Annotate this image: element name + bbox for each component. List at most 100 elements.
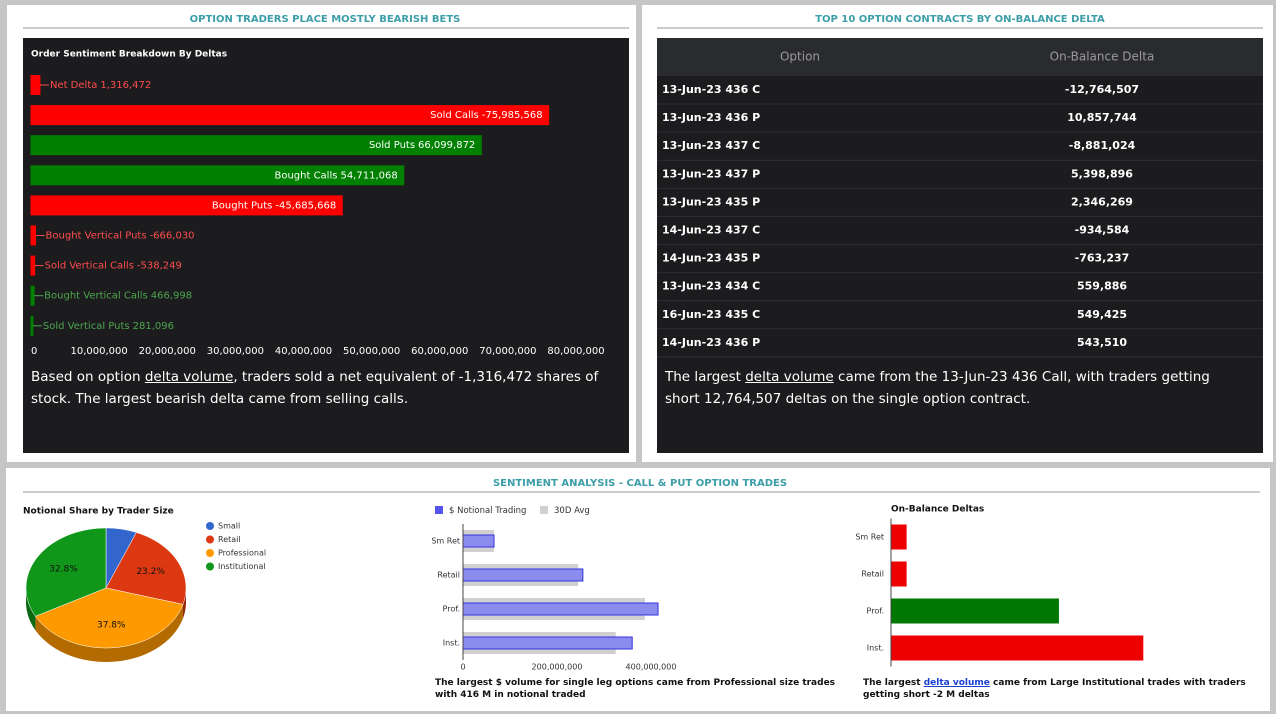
value-label: 466,998 — [151, 291, 192, 302]
text: , traders sold a net equivalent of -1,31… — [31, 369, 599, 407]
category-label: Sm Ret — [855, 533, 884, 542]
bar-label: Bought Vertical Calls 466,998 — [44, 291, 192, 302]
legend-swatch — [206, 549, 214, 557]
pie-slice — [25, 527, 107, 617]
category-label: Bought Vertical Calls — [44, 291, 148, 302]
category-label: Sold Puts — [369, 140, 415, 151]
bar-label: Net Delta 1,316,472 — [50, 80, 151, 91]
legend-swatch — [206, 522, 214, 530]
link[interactable]: delta volume — [144, 369, 234, 385]
text: The largest — [863, 678, 924, 688]
panel-title: OPTION TRADERS PLACE MOSTLY BEARISH BETS — [190, 14, 461, 25]
x-tick-label: 0 — [31, 346, 37, 357]
pie-slice — [105, 527, 137, 589]
bar — [30, 195, 343, 216]
text: Based on option — [31, 369, 145, 385]
legend-label: $ Notional Trading — [449, 506, 526, 516]
bar-label: Sold Vertical Puts 281,096 — [43, 321, 174, 332]
panel — [6, 468, 1270, 711]
pie-slice — [105, 532, 187, 605]
category-label: Inst. — [867, 644, 884, 653]
value-label: 281,096 — [133, 321, 174, 332]
bar — [890, 635, 1144, 661]
chart-title: Order Sentiment Breakdown By Deltas — [31, 50, 227, 60]
text: The largest — [665, 369, 746, 385]
link[interactable]: delta volume — [745, 369, 834, 385]
pie-side — [35, 604, 183, 662]
column-header: On-Balance Delta — [1050, 50, 1155, 64]
category-label: Sold Calls — [430, 110, 479, 121]
bar — [30, 105, 550, 126]
x-tick-label: 70,000,000 — [479, 346, 536, 357]
value-label: -45,685,668 — [275, 200, 336, 211]
slice-label: 32.8% — [49, 564, 78, 574]
legend-swatch — [206, 535, 214, 544]
x-tick-label: 80,000,000 — [547, 346, 604, 357]
category-label: Net Delta — [50, 80, 97, 91]
cell: -763,237 — [1075, 252, 1130, 265]
x-tick-label: 40,000,000 — [275, 346, 332, 357]
x-tick-label: 20,000,000 — [139, 346, 196, 357]
legend-label: Retail — [218, 535, 241, 544]
bar-label: Bought Vertical Puts -666,030 — [46, 231, 195, 242]
legend-label: Small — [218, 522, 240, 531]
cell: 13-Jun-23 434 C — [662, 280, 760, 293]
bar — [30, 255, 36, 276]
category-label: Retail — [861, 570, 884, 579]
slice-label: 37.8% — [97, 620, 126, 630]
category-label: Retail — [437, 571, 460, 580]
x-tick-label: 60,000,000 — [411, 346, 468, 357]
x-tick-label: 30,000,000 — [207, 346, 264, 357]
cell: 10,857,744 — [1067, 111, 1137, 124]
bar — [30, 225, 37, 246]
cell: 14-Jun-23 435 P — [662, 252, 760, 265]
column-header: Option — [780, 50, 820, 64]
category-label: Inst. — [443, 639, 460, 648]
cell: 543,510 — [1077, 336, 1127, 349]
summary-text: Based on option delta volume, traders so… — [31, 366, 621, 410]
legend-swatch — [435, 506, 443, 514]
bar — [30, 165, 405, 186]
cell: 5,398,896 — [1071, 167, 1133, 180]
value-label: -75,985,568 — [482, 110, 543, 121]
text: came from the 13-Jun-23 436 Call, with t… — [665, 369, 1210, 407]
bar — [890, 561, 907, 587]
bar — [462, 602, 659, 616]
cell: 14-Jun-23 437 C — [662, 224, 760, 237]
legend-label: 30D Avg — [554, 506, 590, 516]
category-label: Sm Ret — [431, 537, 460, 546]
chart-title: On-Balance Deltas — [891, 505, 984, 515]
bar — [30, 285, 35, 306]
cell: 13-Jun-23 436 P — [662, 111, 760, 124]
cell: 2,346,269 — [1071, 195, 1133, 208]
cell: 13-Jun-23 437 P — [662, 167, 760, 180]
bar-label: Sold Vertical Calls -538,249 — [45, 261, 182, 272]
x-tick-label: 0 — [460, 663, 465, 672]
category-label: Prof. — [867, 607, 884, 616]
bar — [462, 568, 584, 582]
table-area — [657, 38, 1263, 453]
cell: -8,881,024 — [1069, 139, 1136, 152]
cell: 16-Jun-23 435 C — [662, 308, 760, 321]
bar-label: Bought Puts -45,685,668 — [212, 200, 336, 211]
cell: -12,764,507 — [1065, 83, 1139, 96]
category-label: Prof. — [443, 605, 460, 614]
value-label: 1,316,472 — [100, 80, 151, 91]
cell: -934,584 — [1075, 224, 1130, 237]
pie-slice — [35, 587, 184, 649]
table-header — [657, 38, 1263, 76]
slice-label: 23.2% — [136, 567, 165, 577]
bar — [30, 75, 41, 95]
category-label: Bought Puts — [212, 200, 272, 211]
link[interactable]: delta volume — [923, 678, 990, 688]
text: The largest $ volume for single leg opti… — [435, 678, 836, 700]
x-tick-label: 10,000,000 — [70, 346, 127, 357]
x-tick-label: 200,000,000 — [532, 663, 583, 672]
value-label: 54,711,068 — [340, 170, 397, 181]
bar-label: Sold Calls -75,985,568 — [430, 110, 543, 121]
pie-side — [182, 588, 186, 619]
cell: 13-Jun-23 435 P — [662, 195, 760, 208]
caption: The largest $ volume for single leg opti… — [435, 677, 850, 701]
